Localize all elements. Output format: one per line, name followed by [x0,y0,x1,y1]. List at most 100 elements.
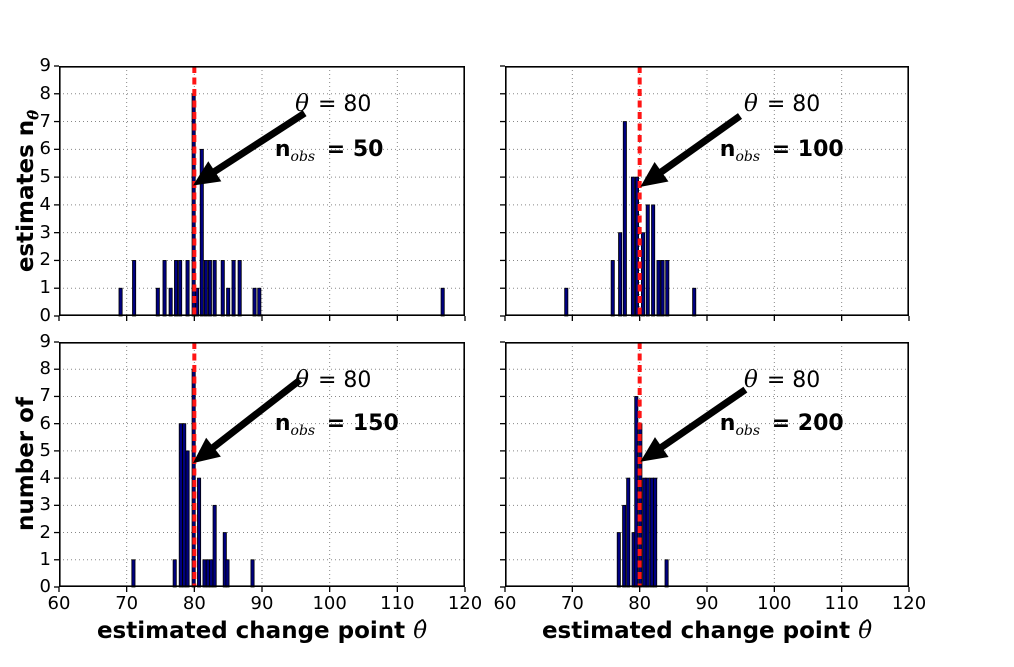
y-tick-label: 8 [39,82,51,104]
y-tick-label: 4 [39,467,51,489]
y-tick-label: 9 [39,55,51,76]
y-tick-label: 5 [39,439,51,461]
histogram-bar [132,260,137,317]
y-tick-label: 9 [39,331,51,352]
histogram-bar [226,287,231,317]
histogram-bar [162,260,167,317]
histogram-bar [618,232,623,317]
histogram-bar [250,559,255,588]
histogram-bar [651,204,656,317]
histogram-bar [178,260,183,317]
histogram-bar [649,477,654,588]
x-tick-label: 100 [757,593,792,614]
histogram-bar [185,450,190,588]
theta-hat-symbol: θ̂ [413,618,428,644]
annotation-arrow-shaft [653,386,748,455]
y-tick-label: 6 [39,138,51,160]
histogram-bar [252,287,257,317]
histogram-bar [131,559,136,588]
histogram-bar [209,559,214,588]
histogram-bar [564,287,569,317]
histogram-bar [692,287,697,317]
histogram-bar [197,477,202,588]
y-tick-label: 0 [39,305,51,326]
histogram-bar [212,504,217,588]
x-tick-label: 110 [824,593,859,614]
histogram-bar [172,559,177,588]
histogram-bar [168,287,173,317]
histogram-bar [185,260,190,317]
panel-border [59,342,465,587]
annotation-arrow-shaft [206,110,307,179]
theta-symbol: θ [744,91,758,117]
y-tick-label: 4 [39,193,51,215]
histogram-plot [54,341,466,592]
x-tick-label: 80 [628,593,652,614]
nobs-annotation: nobs = 200 [719,411,844,440]
annotation-arrow-head [192,437,221,464]
histogram-plot [54,65,466,321]
histogram-bar [182,423,187,588]
x-tick-label: 80 [182,593,206,614]
annotation-arrow-head [640,437,669,462]
y-tick-label: 3 [39,494,51,516]
x-tick-label: 120 [447,593,483,614]
nobs-symbol: n [274,136,291,162]
annotation-arrow-shaft [652,113,743,180]
x-tick-label: 120 [891,593,927,614]
histogram-bar [665,260,670,317]
x-tick-label: 110 [380,593,415,614]
histogram-bar [610,260,615,317]
x-tick-label: 60 [493,593,517,614]
panel-top-right: θ = 80 nobs = 100 [500,65,910,321]
annotation-arrow-shaft [205,377,303,455]
histogram-bar [257,287,262,317]
y-tick-label: 2 [39,521,51,543]
histogram-bar [622,121,627,317]
y-tick-label: 7 [39,385,51,407]
theta-annotation: θ = 80 [295,366,372,393]
theta-symbol: θ [744,366,758,393]
y-tick-label: 1 [39,548,51,570]
histogram-bar [622,504,627,588]
histogram-bar [664,559,669,588]
histogram-bar [237,260,242,317]
panel-bottom-right: θ = 80 nobs = 200 [500,341,910,592]
theta-annotation: θ = 80 [744,91,821,117]
x-tick-label: 100 [312,593,347,614]
histogram-bar [225,559,230,588]
y-tick-label: 8 [39,358,51,380]
theta-annotation: θ = 80 [295,91,372,117]
histogram-bar [231,260,236,317]
histogram-bar [653,477,658,588]
annotation-arrow-head [640,161,669,187]
x-tick-label: 70 [560,593,584,614]
panel-bottom-left: θ = 80 nobs = 150 [54,341,466,592]
histogram-bar [642,477,647,588]
nobs-symbol: n [719,136,736,162]
x-tick-label: 90 [695,593,719,614]
histogram-bar [656,260,661,317]
y-tick-label: 0 [39,576,51,597]
nobs-annotation: nobs = 50 [274,136,384,165]
histogram-bar [645,477,650,588]
theta-symbol: θ [295,366,310,393]
panel-border [505,342,909,587]
panel-border [505,66,909,316]
panel-border [59,66,465,316]
histogram-bar [203,260,208,317]
nobs-annotation: nobs = 100 [719,136,844,165]
histogram-bar [641,232,646,317]
histogram-bar [616,532,621,588]
histogram-bar [645,204,650,317]
x-axis-label-left: estimated change point θ̂ [96,618,428,644]
histogram-plot [500,341,910,592]
histogram-bar [202,559,207,588]
y-tick-label: 5 [39,166,51,188]
histogram-bar [205,559,210,588]
histogram-bar [220,260,225,317]
x-tick-label: 90 [250,593,274,614]
histogram-bar [634,396,639,588]
histogram-bar [626,477,631,588]
